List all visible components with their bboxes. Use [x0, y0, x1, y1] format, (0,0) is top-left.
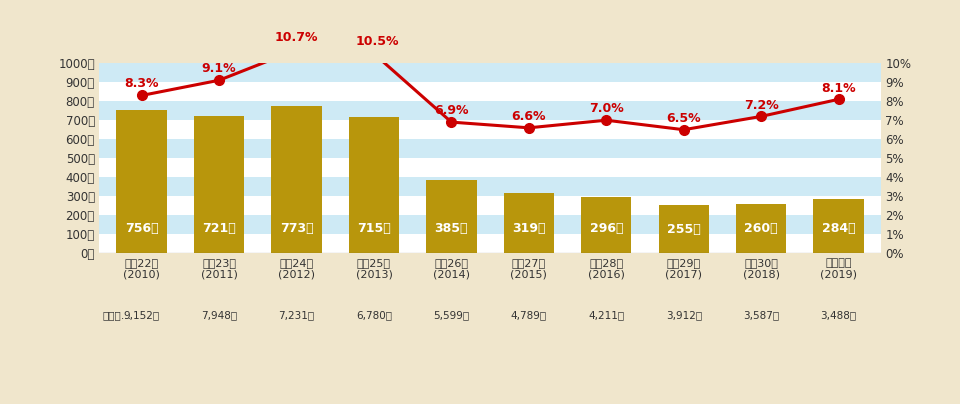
Text: 7.2%: 7.2% [744, 99, 779, 112]
Text: 260名: 260名 [744, 222, 778, 235]
Text: 10.5%: 10.5% [356, 35, 399, 48]
Text: 319名: 319名 [512, 222, 545, 235]
Text: 6.9%: 6.9% [434, 104, 468, 117]
Bar [99, 196, 881, 215]
Text: 255名: 255名 [667, 223, 701, 236]
Bar [348, 117, 399, 253]
Bar [99, 120, 881, 139]
Bar [99, 215, 881, 234]
Bar [99, 177, 881, 196]
Text: 7,948名: 7,948名 [201, 310, 237, 320]
Text: 4,211名: 4,211名 [588, 310, 624, 320]
Text: 9.1%: 9.1% [202, 62, 236, 75]
Text: 7,231名: 7,231名 [278, 310, 315, 320]
Text: 715名: 715名 [357, 222, 391, 235]
Text: 385名: 385名 [435, 222, 468, 235]
Text: 721名: 721名 [203, 222, 236, 235]
Text: 3,912名: 3,912名 [665, 310, 702, 320]
Bar [659, 205, 708, 253]
Text: 10.7%: 10.7% [275, 31, 318, 44]
Bar [99, 63, 881, 82]
Text: 284名: 284名 [822, 222, 855, 235]
Bar [813, 199, 864, 253]
Text: 6,780名: 6,780名 [356, 310, 392, 320]
Bar [99, 82, 881, 101]
Text: 773名: 773名 [279, 222, 313, 235]
Bar [99, 139, 881, 158]
Bar [426, 180, 476, 253]
Text: 5,599名: 5,599名 [433, 310, 469, 320]
Bar [272, 106, 322, 253]
Text: 受験者…: 受験者… [103, 310, 132, 320]
Text: 6.6%: 6.6% [512, 110, 546, 123]
Text: 7.0%: 7.0% [588, 103, 624, 116]
Text: 296名: 296名 [589, 222, 623, 235]
Text: 6.5%: 6.5% [666, 112, 701, 125]
Bar [99, 158, 881, 177]
Bar [504, 193, 554, 253]
Text: 8.1%: 8.1% [822, 82, 856, 95]
Text: 756名: 756名 [125, 222, 158, 235]
Text: 4,789名: 4,789名 [511, 310, 547, 320]
Bar [99, 234, 881, 253]
Text: 3,587名: 3,587名 [743, 310, 780, 320]
Text: 9,152名: 9,152名 [124, 310, 159, 320]
Bar [736, 204, 786, 253]
Text: 8.3%: 8.3% [125, 77, 158, 90]
Text: 3,488名: 3,488名 [821, 310, 856, 320]
Bar [116, 109, 167, 253]
Bar [99, 101, 881, 120]
Bar [194, 116, 244, 253]
Bar [581, 197, 632, 253]
